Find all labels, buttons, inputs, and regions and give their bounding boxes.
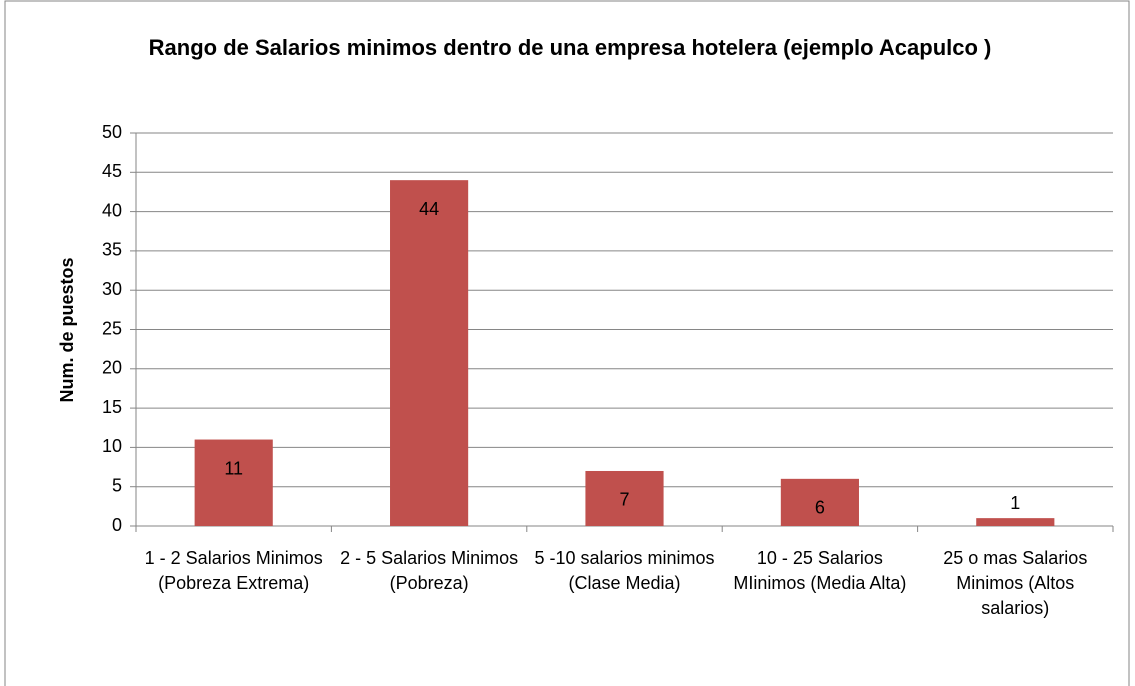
x-tick-label: 5 -10 salarios minimos (Clase Media) bbox=[534, 548, 715, 593]
bar bbox=[194, 439, 273, 526]
bar bbox=[585, 470, 664, 526]
bar bbox=[390, 180, 469, 526]
y-tick-label: 40 bbox=[102, 200, 122, 220]
y-tick-label: 35 bbox=[102, 240, 122, 260]
data-label: 11 bbox=[224, 458, 243, 478]
bar bbox=[976, 518, 1055, 526]
y-tick-label: 5 bbox=[112, 475, 122, 495]
data-label: 6 bbox=[815, 498, 825, 518]
data-label: 44 bbox=[419, 199, 439, 219]
y-tick-label: 50 bbox=[102, 122, 122, 142]
x-tick-label: 10 - 25 Salarios MIinimos (Media Alta) bbox=[733, 548, 907, 593]
y-tick-label: 25 bbox=[102, 318, 122, 338]
chart-border bbox=[4, 0, 1130, 686]
data-label: 7 bbox=[619, 490, 629, 510]
y-tick-label: 15 bbox=[102, 397, 122, 417]
chart-title: Rango de Salarios minimos dentro de una … bbox=[148, 35, 992, 60]
x-tick-label: 25 o mas Salarios Minimos (Altos salario… bbox=[943, 548, 1088, 618]
y-tick-label: 10 bbox=[102, 436, 122, 456]
y-tick-label: 0 bbox=[112, 515, 122, 535]
y-tick-label: 30 bbox=[102, 279, 122, 299]
y-tick-label: 20 bbox=[102, 358, 122, 378]
data-label: 1 bbox=[1010, 493, 1020, 513]
x-tick-label: 2 - 5 Salarios Minimos (Pobreza) bbox=[340, 548, 519, 593]
x-tick-label: 1 - 2 Salarios Minimos (Pobreza Extrema) bbox=[144, 548, 323, 593]
y-tick-label: 45 bbox=[102, 161, 122, 181]
bar bbox=[780, 478, 859, 526]
y-axis-title: Num. de puestos bbox=[57, 257, 77, 402]
